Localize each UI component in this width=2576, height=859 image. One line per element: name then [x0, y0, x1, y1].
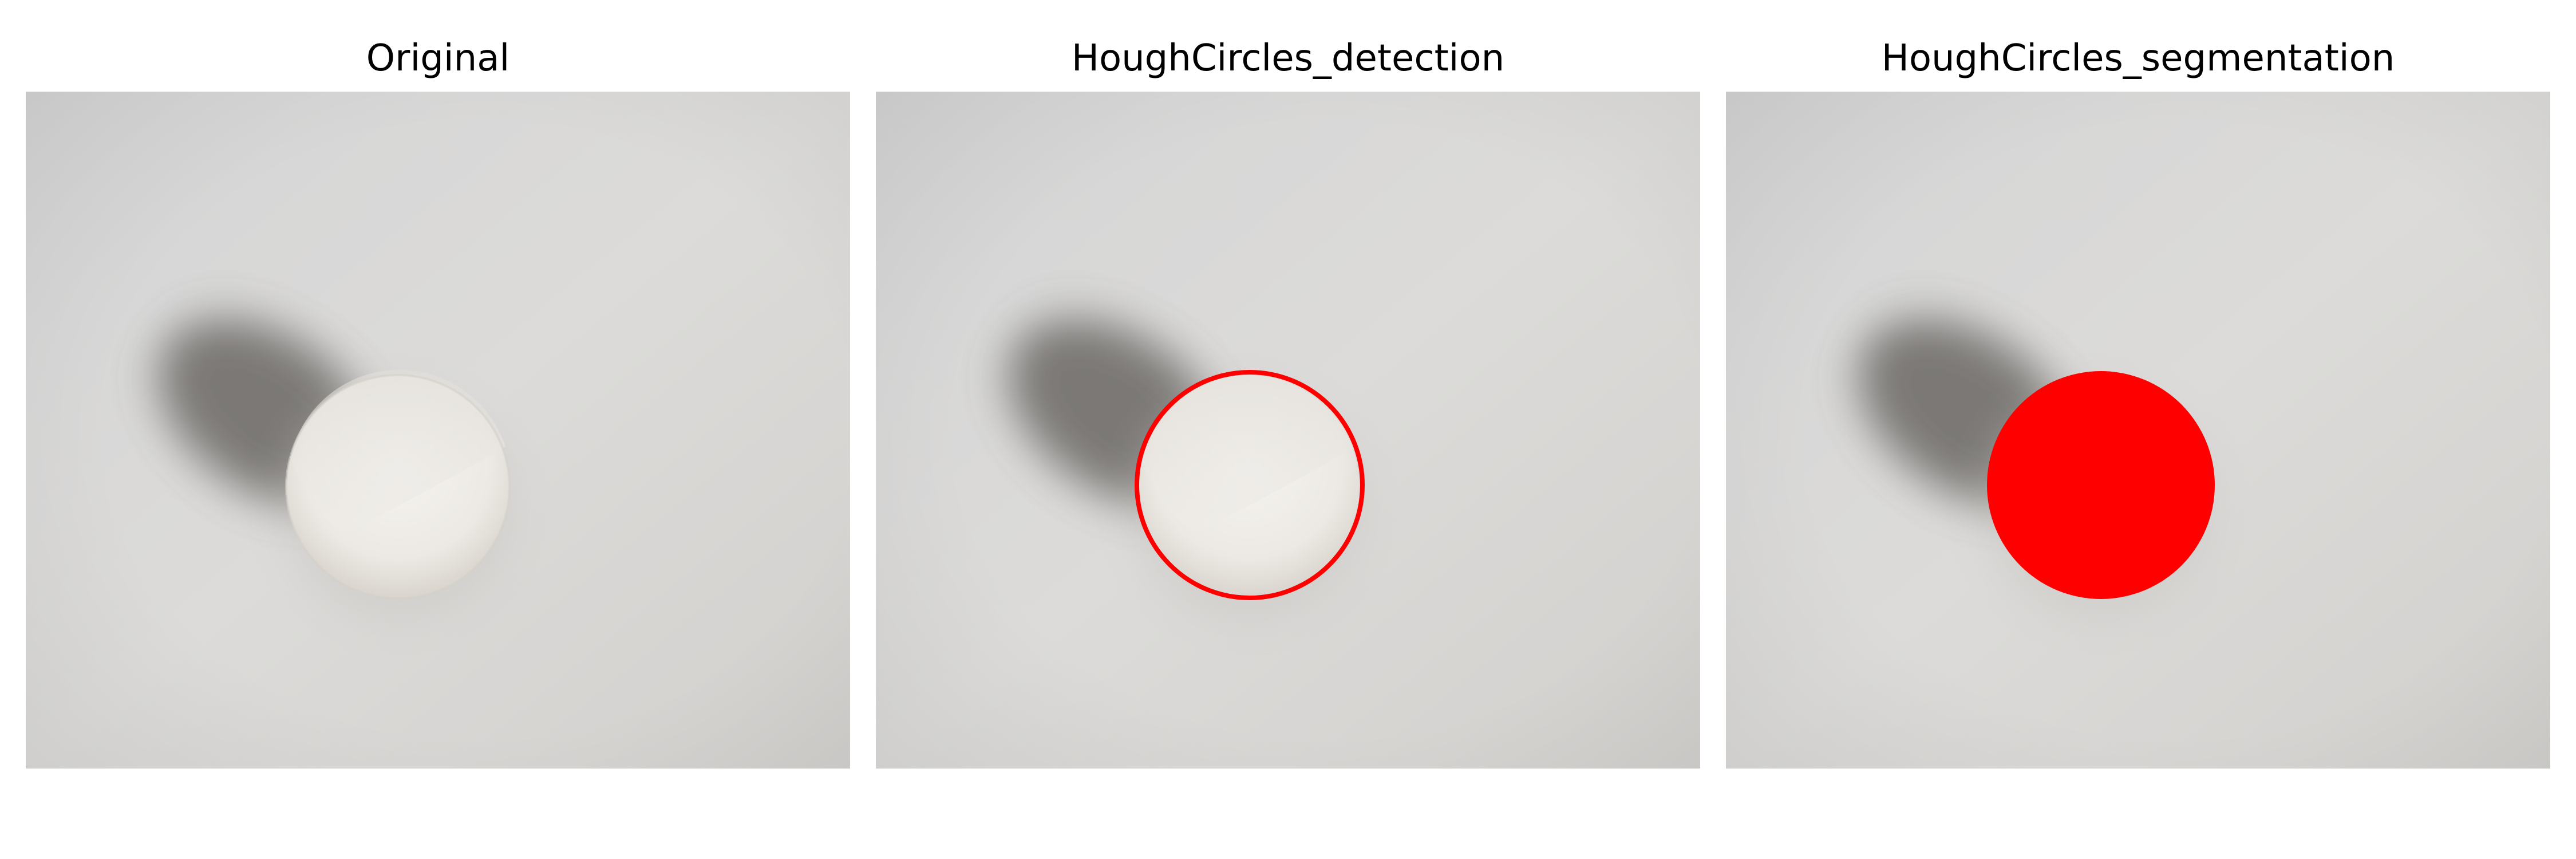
original-image [26, 92, 850, 769]
panel-title-original: Original [366, 37, 510, 80]
panel-title-segmentation: HoughCircles_segmentation [1881, 37, 2395, 80]
segmentation-image [1726, 92, 2550, 769]
detection-image [876, 92, 1700, 769]
panel-title-detection: HoughCircles_detection [1071, 37, 1505, 80]
